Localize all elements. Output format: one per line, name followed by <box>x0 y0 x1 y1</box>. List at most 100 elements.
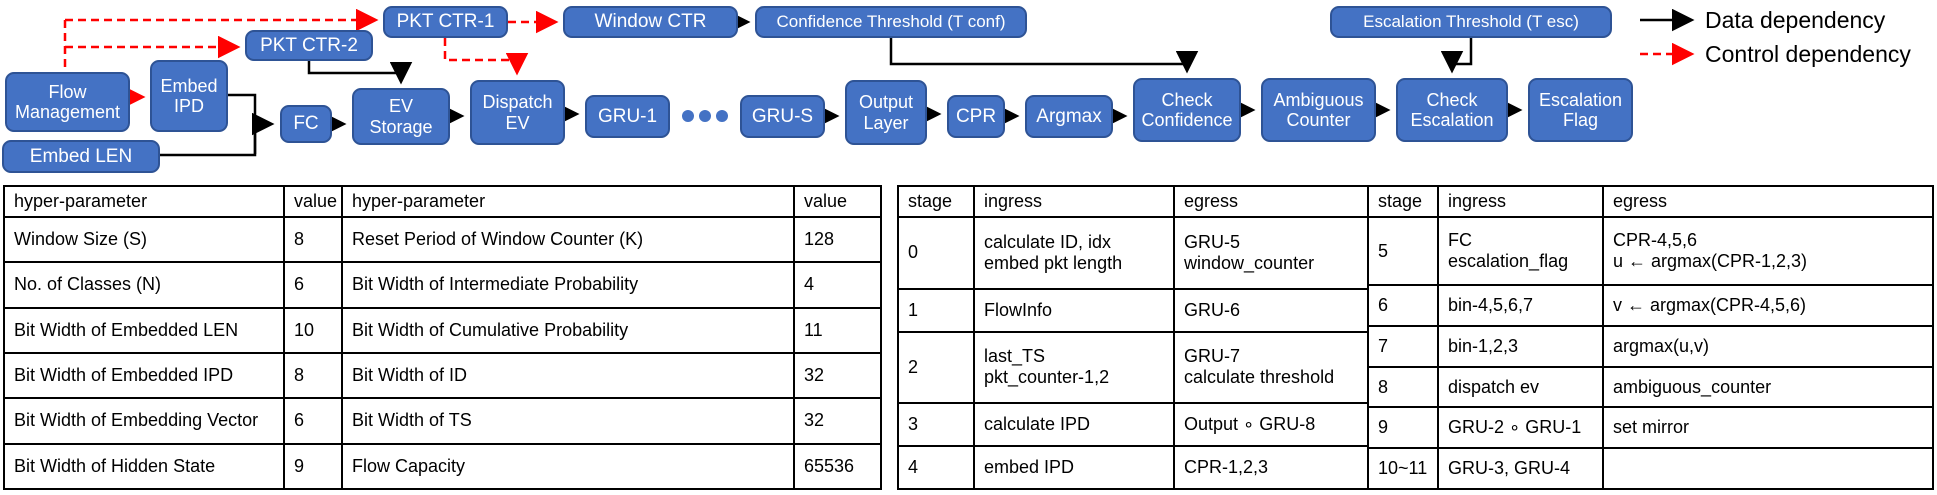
table-header-cell: stage <box>1367 185 1439 218</box>
table-cell: Bit Width of Embedded IPD <box>3 351 285 400</box>
table-cell: bin-1,2,3 <box>1437 325 1604 368</box>
table-cell: Bit Width of Hidden State <box>3 442 285 491</box>
table-header-cell: ingress <box>1437 185 1604 218</box>
table-cell: 9 <box>1367 406 1439 450</box>
table-cell: FlowInfo <box>973 287 1175 333</box>
cell-line: 10~11 <box>1378 458 1428 479</box>
cell-line: 8 <box>294 365 305 386</box>
table-cell: FC escalation_flag <box>1437 215 1604 287</box>
table-cell: GRU-2 ∘ GRU-1 <box>1437 406 1604 450</box>
table-header-row: hyper-parameter value hyper-parameter value <box>3 185 882 218</box>
cell-line: Reset Period of Window Counter (K) <box>352 229 644 250</box>
stage-table-right: stage ingress egress 5 FC escalation_flag CPR-… <box>1367 185 1934 490</box>
cell-line: CPR-1,2,3 <box>1184 457 1269 478</box>
node-label: FC <box>293 113 319 135</box>
table-header-cell: value <box>283 185 343 218</box>
cell-line: 3 <box>908 414 919 435</box>
node-fc: FC <box>280 105 332 143</box>
cell-line: 6 <box>294 410 305 431</box>
table-header-row: stage ingress egress <box>1367 185 1934 218</box>
node-pkt-ctr-2: PKT CTR-2 <box>245 30 373 61</box>
table-cell: bin-4,5,6,7 <box>1437 284 1604 328</box>
table-header-cell: value <box>793 185 882 218</box>
table-cell: 4 <box>793 261 882 309</box>
table-cell: No. of Classes (N) <box>3 261 285 309</box>
node-label: Window CTR <box>594 11 707 33</box>
cell-line: 32 <box>804 365 825 386</box>
table-cell: GRU-3, GRU-4 <box>1437 447 1604 490</box>
cell-line: argmax(u,v) <box>1613 335 1710 356</box>
cell-line: 65536 <box>804 455 855 476</box>
table-cell: 4 <box>897 445 975 490</box>
table-header-cell: ingress <box>973 185 1175 218</box>
cell-line: embed IPD <box>984 457 1075 478</box>
cell-line: calculate IPD <box>984 414 1091 435</box>
table-cell: Bit Width of ID <box>341 351 795 400</box>
table-cell: 6 <box>283 397 343 445</box>
node-label: GRU-S <box>751 105 814 127</box>
table-row: 0 calculate ID, idx embed pkt length GRU-5 w… <box>897 216 1369 290</box>
table-row: 5 FC escalation_flag CPR-4,5,6 u ← argmax(CP… <box>1367 215 1934 287</box>
legend-data-dependency-label: Data dependency <box>1705 7 1886 33</box>
gru-sequence-ellipsis-icon <box>682 110 728 122</box>
node-label: Escalation Threshold (T esc) <box>1363 12 1579 32</box>
control-arrow-pkt-ctr-1-to-dispatch-ev <box>443 38 529 76</box>
node-label: EV Storage <box>369 96 433 137</box>
cell-line: pkt_counter-1,2 <box>984 367 1110 388</box>
table-cell: Window Size (S) <box>3 215 285 264</box>
table-cell: 9 <box>283 442 343 491</box>
cell-line: GRU-7 <box>1184 346 1241 367</box>
cell-line: u ← argmax(CPR-1,2,3) <box>1613 251 1808 272</box>
table-cell: Bit Width of Cumulative Probability <box>341 306 795 354</box>
cell-line: 128 <box>804 229 835 250</box>
node-gru-s: GRU-S <box>740 95 825 138</box>
table-row: 1 FlowInfo GRU-6 <box>897 287 1369 333</box>
table-cell: Bit Width of TS <box>341 397 795 445</box>
table-cell: GRU-7 calculate threshold <box>1173 330 1369 405</box>
table-row: 10~11 GRU-3, GRU-4 <box>1367 447 1934 490</box>
node-label: Embed IPD <box>160 75 218 116</box>
table-cell: 5 <box>1367 215 1439 287</box>
node-ev-storage: EV Storage <box>352 88 450 145</box>
table-row: Window Size (S) 8 Reset Period of Window C… <box>3 215 882 264</box>
table-cell: 6 <box>1367 284 1439 328</box>
table-header-cell: stage <box>897 185 975 218</box>
table-row: Bit Width of Embedded LEN 10 Bit Width of … <box>3 306 882 354</box>
table-cell: Bit Width of Embedded LEN <box>3 306 285 354</box>
table-row: Bit Width of Embedded IPD 8 Bit Width of I… <box>3 351 882 400</box>
cell-line: CPR-4,5,6 <box>1613 230 1698 251</box>
node-label: PKT CTR-1 <box>396 11 495 33</box>
arrow-embed-ipd-to-fc <box>228 93 257 154</box>
table-cell: Bit Width of Embedding Vector <box>3 397 285 445</box>
cell-line: Bit Width of ID <box>352 365 468 386</box>
cell-line: No. of Classes (N) <box>14 274 162 295</box>
node-argmax: Argmax <box>1025 95 1113 138</box>
cell-line: v ← argmax(CPR-4,5,6) <box>1613 295 1807 316</box>
table-header-cell: egress <box>1602 185 1934 218</box>
cell-line: bin-1,2,3 <box>1448 335 1519 356</box>
table-cell: argmax(u,v) <box>1602 325 1934 368</box>
node-ambiguous-counter: Ambiguous Counter <box>1261 78 1376 142</box>
cell-line: escalation_flag <box>1448 251 1569 272</box>
cell-line: 5 <box>1378 240 1389 261</box>
table-cell: set mirror <box>1602 406 1934 450</box>
table-cell: dispatch ev <box>1437 365 1604 409</box>
table-cell: 8 <box>283 215 343 264</box>
table-cell: 8 <box>283 351 343 400</box>
cell-line: 1 <box>908 299 919 320</box>
cell-line: Bit Width of Embedding Vector <box>14 410 259 431</box>
cell-line: calculate ID, idx <box>984 231 1112 252</box>
cell-line: 7 <box>1378 335 1389 356</box>
cell-line: 9 <box>1378 417 1389 438</box>
table-cell: 8 <box>1367 365 1439 409</box>
cell-line: 4 <box>804 274 815 295</box>
node-pkt-ctr-1: PKT CTR-1 <box>383 6 508 38</box>
cell-line: Window Size (S) <box>14 229 148 250</box>
cell-line: 10 <box>294 319 315 340</box>
node-label: PKT CTR-2 <box>260 34 358 56</box>
node-escalation-flag: Escalation Flag <box>1528 78 1633 142</box>
table-cell: Bit Width of Intermediate Probability <box>341 261 795 309</box>
cell-line: Output ∘ GRU-8 <box>1184 414 1316 435</box>
cell-line: FlowInfo <box>984 299 1053 320</box>
